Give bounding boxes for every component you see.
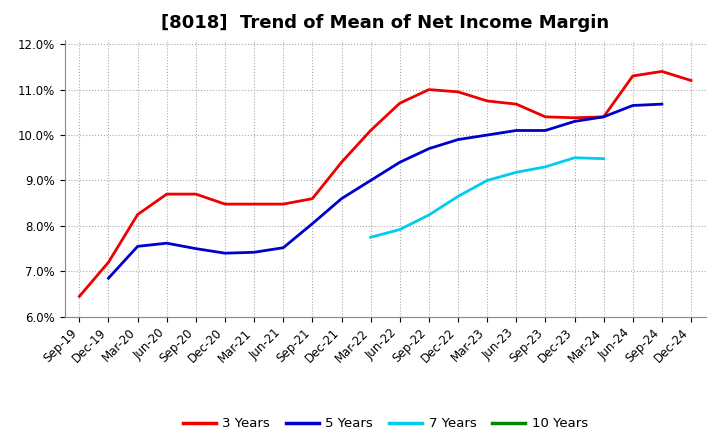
- 5 Years: [163, 241, 171, 246]
- 5 Years: [308, 221, 317, 226]
- 5 Years: [192, 246, 200, 251]
- 5 Years: [395, 160, 404, 165]
- Title: [8018]  Trend of Mean of Net Income Margin: [8018] Trend of Mean of Net Income Margi…: [161, 15, 609, 33]
- 7 Years: [454, 194, 462, 199]
- 3 Years: [541, 114, 550, 120]
- 3 Years: [512, 102, 521, 107]
- 3 Years: [133, 212, 142, 217]
- 3 Years: [395, 101, 404, 106]
- 3 Years: [599, 114, 608, 120]
- 5 Years: [104, 275, 113, 281]
- 3 Years: [104, 260, 113, 265]
- 3 Years: [250, 202, 258, 207]
- Line: 7 Years: 7 Years: [371, 158, 603, 237]
- 3 Years: [163, 191, 171, 197]
- 5 Years: [541, 128, 550, 133]
- 7 Years: [366, 235, 375, 240]
- Line: 5 Years: 5 Years: [109, 104, 662, 278]
- 5 Years: [250, 249, 258, 255]
- 3 Years: [366, 128, 375, 133]
- 5 Years: [366, 178, 375, 183]
- 5 Years: [425, 146, 433, 151]
- 7 Years: [599, 156, 608, 161]
- 3 Years: [454, 89, 462, 95]
- 5 Years: [454, 137, 462, 142]
- 3 Years: [220, 202, 229, 207]
- Line: 3 Years: 3 Years: [79, 71, 691, 297]
- 3 Years: [629, 73, 637, 79]
- 5 Years: [657, 102, 666, 107]
- 3 Years: [75, 294, 84, 299]
- 5 Years: [483, 132, 492, 138]
- 3 Years: [657, 69, 666, 74]
- 5 Years: [220, 250, 229, 256]
- 5 Years: [337, 196, 346, 201]
- 7 Years: [541, 164, 550, 169]
- 7 Years: [425, 213, 433, 218]
- 3 Years: [308, 196, 317, 201]
- 3 Years: [337, 160, 346, 165]
- 5 Years: [512, 128, 521, 133]
- Legend: 3 Years, 5 Years, 7 Years, 10 Years: 3 Years, 5 Years, 7 Years, 10 Years: [177, 412, 593, 436]
- 5 Years: [279, 245, 287, 250]
- 5 Years: [570, 119, 579, 124]
- 3 Years: [483, 98, 492, 103]
- 5 Years: [599, 114, 608, 120]
- 3 Years: [279, 202, 287, 207]
- 3 Years: [687, 78, 696, 83]
- 3 Years: [192, 191, 200, 197]
- 7 Years: [570, 155, 579, 161]
- 5 Years: [629, 103, 637, 108]
- 7 Years: [483, 178, 492, 183]
- 7 Years: [512, 170, 521, 175]
- 5 Years: [133, 244, 142, 249]
- 3 Years: [425, 87, 433, 92]
- 7 Years: [395, 227, 404, 232]
- 3 Years: [570, 115, 579, 121]
